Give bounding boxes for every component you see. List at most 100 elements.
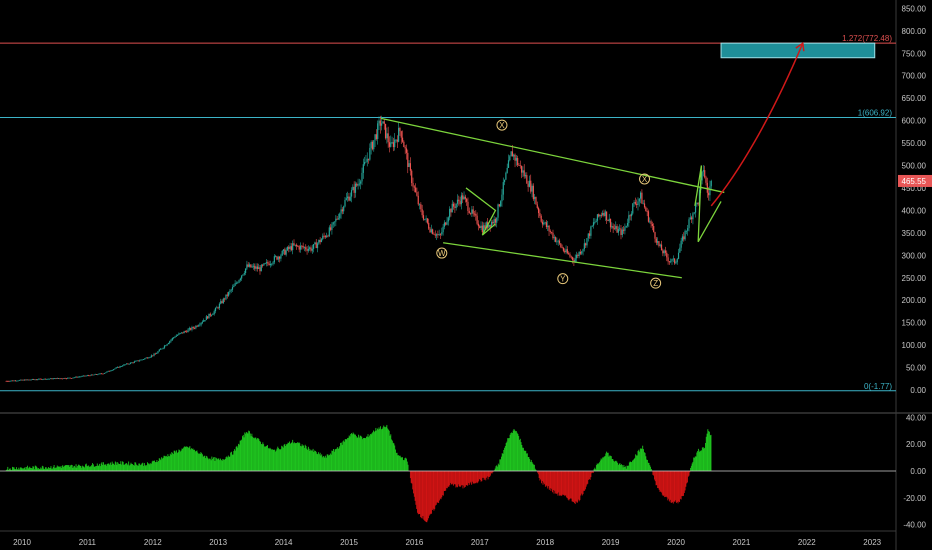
candle-body (260, 264, 262, 272)
candle-body (662, 250, 664, 254)
candle-body (466, 198, 468, 202)
candle-body (97, 374, 99, 376)
candle-body (116, 366, 119, 368)
candle-body (131, 362, 133, 364)
candle-body (554, 237, 557, 242)
triangle-pattern (465, 187, 497, 236)
candle-body (341, 209, 343, 212)
candle-body (268, 263, 270, 266)
candle-body (671, 259, 673, 262)
candle-body (617, 229, 619, 233)
oscillator-pane[interactable] (0, 424, 896, 523)
year-tick-label: 2023 (863, 538, 881, 547)
price-tick-label: 300.00 (902, 251, 927, 260)
candle-body (685, 230, 687, 232)
candle-body (241, 275, 243, 279)
candle-body (653, 226, 655, 233)
candle-body (115, 367, 117, 369)
candle-body (452, 203, 455, 207)
candle-body (106, 371, 108, 373)
candle-body (203, 320, 205, 322)
candle-body (434, 234, 436, 236)
candle-body (224, 298, 226, 300)
candle-body (638, 198, 640, 202)
candle-body (413, 186, 415, 188)
candle-body (484, 225, 486, 229)
candle-body (566, 249, 568, 254)
candle-body (107, 370, 109, 372)
candle-body (483, 225, 485, 233)
candle-body (65, 378, 67, 380)
candle-body (294, 244, 296, 246)
candle-body (277, 256, 279, 260)
candle-body (288, 246, 290, 249)
candle-body (166, 344, 168, 346)
candle-body (472, 209, 474, 214)
candle-body (210, 314, 213, 316)
candle-body (353, 186, 355, 193)
candle-body (642, 203, 644, 205)
price-axis[interactable]: 850.00 800.00 750.00 700.00 650.00 600.00 550.… (898, 4, 932, 395)
candle-body (534, 196, 536, 200)
year-tick-label: 2011 (79, 538, 97, 547)
candle-body (298, 246, 300, 250)
candle-body (408, 163, 410, 168)
candle-body (326, 235, 328, 238)
candle-body (264, 263, 266, 265)
candle-body (358, 183, 360, 185)
candle-body (464, 196, 466, 199)
candle-body (17, 380, 19, 382)
candle-body (273, 256, 275, 263)
candle-body (120, 366, 122, 367)
candle-body (261, 264, 264, 266)
candle-body (496, 217, 498, 223)
candle-body (20, 379, 22, 381)
candle-body (137, 360, 139, 362)
candle-body (306, 249, 308, 251)
candle-body (615, 226, 617, 229)
candle-body (502, 182, 504, 195)
candle-body (6, 380, 9, 382)
candle-body (158, 349, 160, 352)
year-tick-label: 2010 (13, 538, 31, 547)
candle-body (76, 376, 78, 378)
oscillator-tick-label: 40.00 (906, 413, 927, 422)
candle-body (122, 365, 124, 367)
candle-body (175, 335, 177, 337)
candle-body (609, 218, 612, 228)
fib-level-label: 1.272(772.48) (842, 34, 892, 43)
candle-body (279, 256, 281, 259)
time-axis[interactable]: 2010 2011 2012 2013 2014 2015 2016 2017 2018 2019… (13, 538, 882, 547)
candle-body (149, 356, 151, 358)
candle-body (582, 249, 584, 252)
candle-body (199, 324, 201, 326)
candle-body (412, 183, 414, 187)
candle-body (552, 232, 554, 239)
candle-body (650, 221, 652, 224)
candle-body (39, 378, 41, 380)
wave-label-circle (496, 119, 508, 131)
oscillator-axis[interactable]: 40.00 20.00 0.00 -20.00 -40.00 (903, 413, 926, 529)
candle-body (352, 186, 354, 191)
candle-body (243, 272, 245, 275)
candle-body (81, 376, 83, 377)
wave-label-circle (639, 173, 651, 185)
candle-body (16, 380, 18, 382)
price-tick-label: 400.00 (902, 206, 927, 215)
candle-body (225, 294, 227, 300)
candle-body (183, 331, 185, 334)
candle-body (459, 201, 461, 205)
candle-body (674, 258, 676, 264)
candle-body (77, 376, 79, 378)
candle-body (378, 120, 380, 124)
candle-body (416, 192, 418, 196)
candle-body (5, 380, 7, 382)
candle-body (227, 292, 230, 296)
candle-body (364, 162, 366, 165)
candle-body (418, 204, 421, 206)
candle-body (176, 334, 179, 336)
candle-body (193, 328, 196, 329)
candle-body (250, 264, 252, 268)
candle-body (25, 379, 27, 381)
